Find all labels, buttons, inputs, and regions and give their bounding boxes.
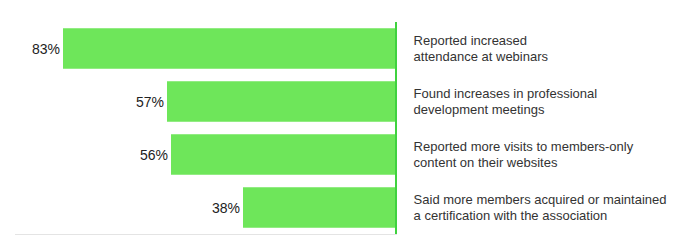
svg-text:56%: 56% [140,147,168,163]
svg-text:Reported increasedattendance a: Reported increasedattendance at webinars [414,33,549,65]
svg-text:Said more members acquired or: Said more members acquired or maintained… [414,192,667,224]
svg-text:57%: 57% [136,94,164,110]
svg-text:Reported more visits to member: Reported more visits to members-onlycont… [414,139,634,171]
svg-text:Found increases in professiona: Found increases in professionaldevelopme… [414,86,598,118]
svg-text:83%: 83% [32,41,60,57]
svg-text:38%: 38% [212,200,240,216]
